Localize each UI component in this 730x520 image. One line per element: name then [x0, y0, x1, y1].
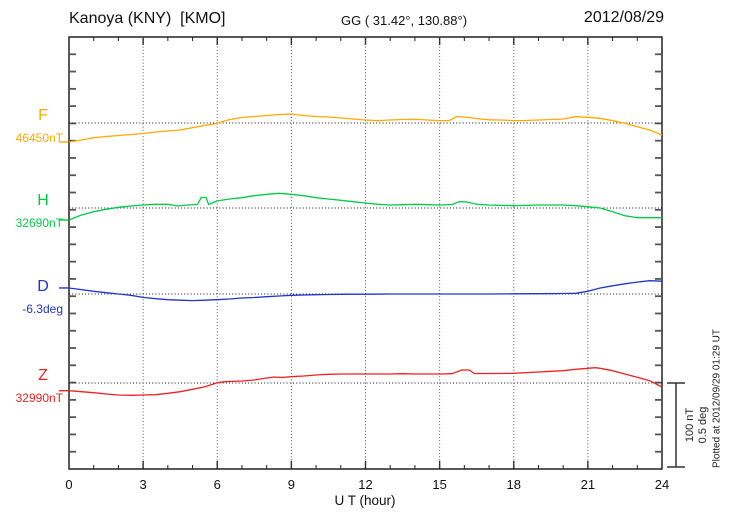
x-tick-label-9: 9: [287, 477, 295, 492]
trace-Z: [68, 367, 663, 396]
x-tick-label-0: 0: [65, 477, 73, 492]
trace-F: [68, 113, 663, 143]
trace-D: [68, 280, 663, 302]
component-reference-value-F: 46450nT: [15, 131, 63, 145]
x-tick-label-24: 24: [654, 477, 670, 492]
scale-bar-label-nt: 100 nT: [684, 407, 696, 443]
scale-bar-label-deg: 0.5 deg: [697, 406, 709, 444]
x-tick-label-21: 21: [580, 477, 596, 492]
x-tick-label-15: 15: [432, 477, 447, 492]
geographic-coordinates: GG ( 31.42°, 130.88°): [341, 13, 468, 28]
scale-bar-label: 100 nT 0.5 deg: [684, 398, 710, 452]
x-tick-label-18: 18: [506, 477, 521, 492]
component-letter-D: D: [37, 278, 49, 295]
observation-date: 2012/08/29: [583, 9, 664, 26]
component-letter-H: H: [37, 192, 49, 209]
plotted-at-note: Plotted at 2012/09/29 01:29 UT: [711, 329, 723, 468]
component-reference-value-D: -6.3deg: [22, 302, 63, 316]
component-reference-value-Z: 32990nT: [15, 391, 63, 405]
x-tick-label-6: 6: [213, 477, 221, 492]
component-letter-Z: Z: [38, 367, 48, 384]
component-reference-value-H: 32690nT: [15, 216, 63, 230]
station-title: Kanoya (KNY) [KMO]: [69, 10, 226, 27]
x-tick-label-12: 12: [358, 477, 373, 492]
x-axis-label: U T (hour): [334, 493, 396, 508]
x-tick-label-3: 3: [139, 477, 147, 492]
component-letter-F: F: [38, 107, 48, 124]
trace-H: [68, 192, 662, 221]
